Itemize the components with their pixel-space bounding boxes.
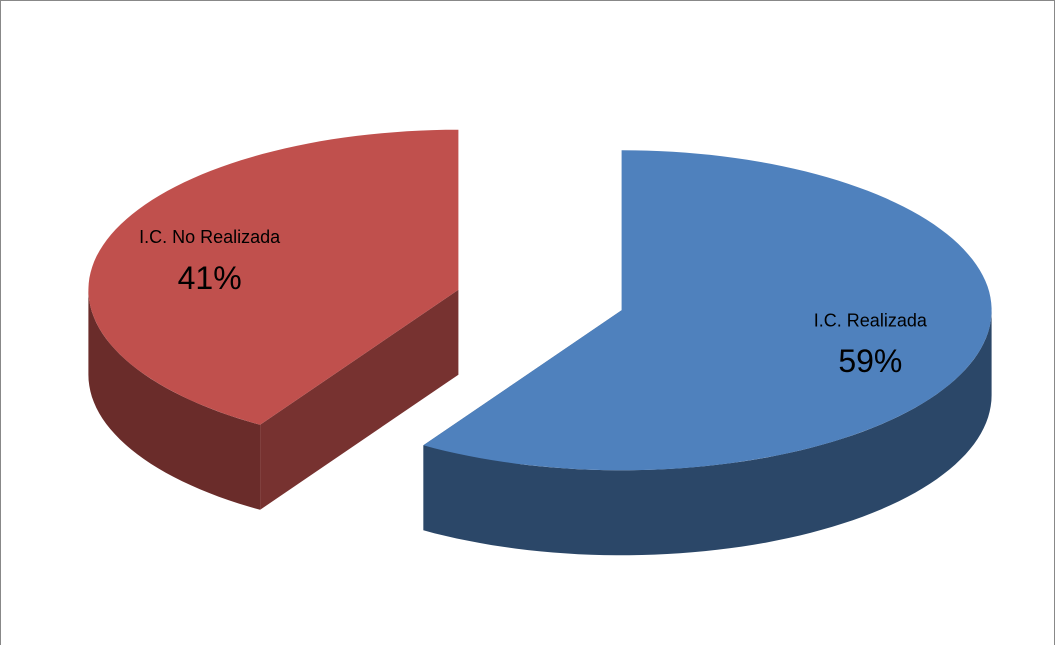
slice bbox=[88, 129, 459, 510]
slice-outer-wall bbox=[88, 289, 261, 510]
slice-value-label: 59% bbox=[838, 343, 902, 379]
slice-outer-wall bbox=[423, 310, 992, 556]
slice-radial-wall bbox=[260, 289, 459, 510]
slice-value-label: 41% bbox=[178, 260, 242, 296]
slice-top bbox=[88, 129, 459, 425]
slice-top bbox=[423, 150, 992, 471]
slice-category-label: I.C. No Realizada bbox=[139, 227, 281, 247]
slice bbox=[423, 150, 992, 556]
pie bbox=[88, 129, 992, 556]
slice-category-label: I.C. Realizada bbox=[814, 310, 928, 330]
